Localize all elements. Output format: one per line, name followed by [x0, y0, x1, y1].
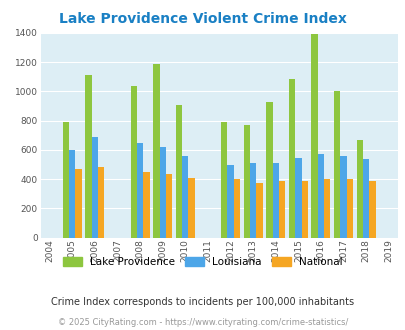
Bar	[311, 34, 317, 238]
Bar	[294, 158, 301, 238]
Bar	[346, 179, 352, 238]
Bar	[98, 167, 104, 238]
Bar	[153, 64, 159, 238]
Bar	[369, 182, 375, 238]
Bar	[85, 75, 92, 238]
Bar	[323, 179, 330, 238]
Bar	[166, 174, 172, 238]
Bar	[220, 122, 227, 238]
Bar	[288, 79, 294, 238]
Text: © 2025 CityRating.com - https://www.cityrating.com/crime-statistics/: © 2025 CityRating.com - https://www.city…	[58, 318, 347, 327]
Bar	[340, 156, 346, 238]
Bar	[130, 85, 136, 238]
Bar	[143, 172, 149, 238]
Bar	[227, 165, 233, 238]
Bar	[356, 140, 362, 238]
Bar	[69, 150, 75, 238]
Bar	[333, 91, 340, 238]
Bar	[182, 156, 188, 238]
Bar	[63, 122, 69, 238]
Bar	[92, 137, 98, 238]
Bar	[233, 179, 239, 238]
Bar	[362, 159, 369, 238]
Bar	[317, 154, 323, 238]
Bar	[75, 169, 81, 238]
Bar	[175, 105, 182, 238]
Bar	[256, 183, 262, 238]
Text: Lake Providence Violent Crime Index: Lake Providence Violent Crime Index	[59, 12, 346, 25]
Bar	[136, 143, 143, 238]
Bar	[243, 125, 249, 238]
Bar	[159, 147, 166, 238]
Bar	[278, 181, 285, 238]
Bar	[266, 102, 272, 238]
Legend: Lake Providence, Louisiana, National: Lake Providence, Louisiana, National	[60, 254, 345, 270]
Bar	[249, 163, 256, 238]
Text: Crime Index corresponds to incidents per 100,000 inhabitants: Crime Index corresponds to incidents per…	[51, 297, 354, 307]
Bar	[272, 163, 278, 238]
Bar	[301, 181, 307, 238]
Bar	[188, 179, 194, 238]
